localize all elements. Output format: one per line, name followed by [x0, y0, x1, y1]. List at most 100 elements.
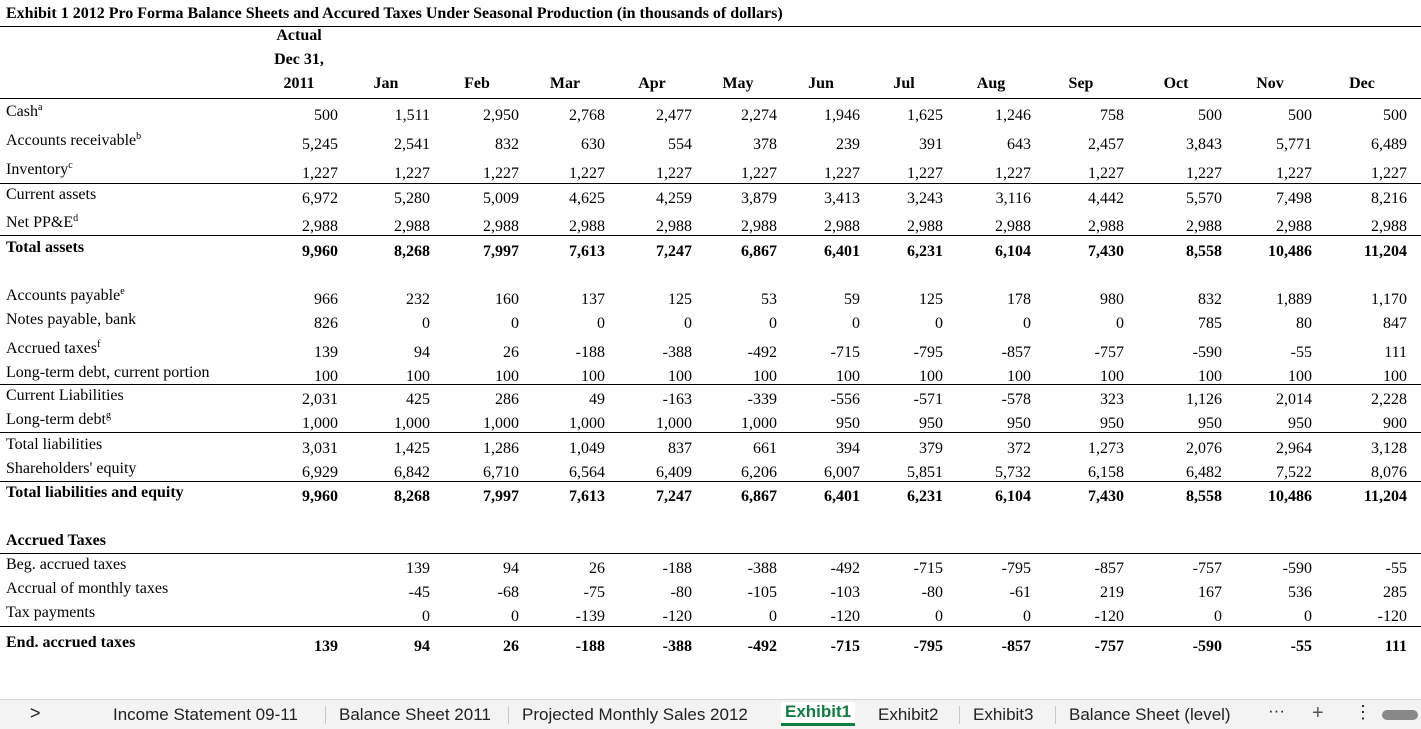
column-header: 2011	[283, 75, 315, 92]
cell-value: 0	[1023, 315, 1031, 332]
cell-value: 8,216	[1371, 190, 1407, 207]
cell-value: -590	[1282, 560, 1312, 577]
cell-value: 2,950	[483, 107, 519, 124]
cell-value: 391	[919, 136, 943, 153]
cell-value: -492	[747, 344, 777, 361]
cell-value: 536	[1288, 584, 1312, 601]
row-label-text: Total liabilities and equity	[6, 484, 184, 501]
cell-value: -578	[1001, 391, 1031, 408]
cell-value: -188	[575, 344, 605, 361]
cell-value: -188	[575, 638, 605, 655]
cell-value: 53	[761, 291, 777, 308]
cell-value: 378	[753, 136, 777, 153]
cell-value: 379	[919, 440, 943, 457]
cell-value: 1,227	[1371, 165, 1407, 182]
cell-value: 1,227	[302, 165, 338, 182]
row-label-text: Accrued taxes	[6, 340, 98, 357]
cell-value: 2,457	[1088, 136, 1124, 153]
cell-value: 0	[597, 315, 605, 332]
cell-value: -120	[1377, 608, 1407, 625]
cell-value: 100	[1198, 368, 1222, 385]
row-label: Accrued Taxes	[6, 531, 106, 551]
options[interactable]: ⋮	[1354, 702, 1372, 722]
row-label-text: Notes payable, bank	[6, 311, 137, 328]
cell-value: 2,988	[302, 218, 338, 235]
cell-value: 950	[1100, 415, 1124, 432]
cell-value: 7,522	[1276, 464, 1312, 481]
cell-value: 900	[1383, 415, 1407, 432]
cell-value: 6,842	[394, 464, 430, 481]
cell-value: 1,227	[1186, 165, 1222, 182]
cell-value: -857	[1094, 560, 1124, 577]
scroll-arrow[interactable]: >	[30, 703, 41, 723]
sheet-tab[interactable]: Exhibit3	[973, 705, 1034, 724]
cell-value: 137	[581, 291, 605, 308]
row-label-text: Accounts payable	[6, 287, 121, 304]
cell-value: -163	[662, 391, 692, 408]
cell-value: 0	[1214, 608, 1222, 625]
cell-value: 2,031	[302, 391, 338, 408]
cell-value: 1,170	[1371, 291, 1407, 308]
cell-value: 3,116	[995, 190, 1031, 207]
cell-value: 139	[314, 344, 338, 361]
more-tabs[interactable]: ···	[1268, 701, 1285, 720]
footnote-marker: e	[120, 286, 125, 297]
cell-value: 2,964	[1276, 440, 1312, 457]
cell-value: 5,851	[907, 464, 943, 481]
cell-value: 2,988	[394, 218, 430, 235]
cell-value: 6,489	[1371, 136, 1407, 153]
cell-value: 10,486	[1268, 243, 1312, 260]
sheet-tab[interactable]: Exhibit1	[781, 702, 856, 726]
sheet-tab-bar: > ··· + ⋮ Income Statement 09-11 Balance …	[0, 699, 1421, 729]
row-label: Current assets	[6, 185, 96, 205]
border-line	[0, 553, 1421, 554]
cell-value: 7,997	[483, 488, 519, 505]
row-label-text: Accrual of monthly taxes	[6, 580, 169, 597]
cell-value: 5,570	[1186, 190, 1222, 207]
sheet-tab[interactable]: Exhibit2	[878, 705, 939, 724]
cell-value: 6,710	[483, 464, 519, 481]
column-header: Mar	[549, 75, 581, 92]
cell-value: 100	[1007, 368, 1031, 385]
cell-value: 0	[511, 608, 519, 625]
cell-value: 500	[1198, 107, 1222, 124]
cell-value: 94	[414, 344, 430, 361]
cell-value: 643	[1007, 136, 1031, 153]
cell-value: -80	[670, 584, 692, 601]
add-sheet[interactable]: +	[1312, 702, 1324, 724]
row-label-text: Long-term debt, current portion	[6, 364, 210, 381]
cell-value: 6,158	[1088, 464, 1124, 481]
column-header: May	[722, 75, 754, 92]
cell-value: 758	[1100, 107, 1124, 124]
cell-value: 2,988	[1371, 218, 1407, 235]
cell-value: 100	[1383, 368, 1407, 385]
sheet-tab[interactable]: Projected Monthly Sales 2012	[522, 705, 748, 724]
cell-value: 1,227	[1088, 165, 1124, 182]
column-header: Jul	[893, 75, 915, 92]
cell-value: -715	[830, 638, 860, 655]
row-label: Total liabilities	[6, 435, 102, 455]
cell-value: 139	[314, 638, 338, 655]
cell-value: 0	[769, 315, 777, 332]
sheet-tab[interactable]: Income Statement 09-11	[113, 705, 298, 724]
cell-value: 0	[422, 608, 430, 625]
sheet-title: Exhibit 1 2012 Pro Forma Balance Sheets …	[6, 5, 783, 22]
cell-value: 178	[1007, 291, 1031, 308]
sheet-tab[interactable]: Balance Sheet 2011	[339, 705, 491, 724]
cell-value: 500	[314, 107, 338, 124]
cell-value: 630	[581, 136, 605, 153]
cell-value: 219	[1100, 584, 1124, 601]
cell-value: -388	[747, 560, 777, 577]
row-label: Accrual of monthly taxes	[6, 579, 168, 599]
cell-value: 1,511	[394, 107, 430, 124]
cell-value: 1,000	[483, 415, 519, 432]
row-label: Beg. accrued taxes	[6, 555, 126, 575]
cell-value: 6,401	[824, 488, 860, 505]
scrollbar[interactable]	[1382, 710, 1418, 720]
sheet-tab[interactable]: Balance Sheet (level)	[1069, 705, 1231, 724]
cell-value: 8,076	[1371, 464, 1407, 481]
cell-value: 7,997	[483, 243, 519, 260]
cell-value: 1,227	[656, 165, 692, 182]
column-header: Feb	[464, 75, 490, 92]
cell-value: 0	[1023, 608, 1031, 625]
